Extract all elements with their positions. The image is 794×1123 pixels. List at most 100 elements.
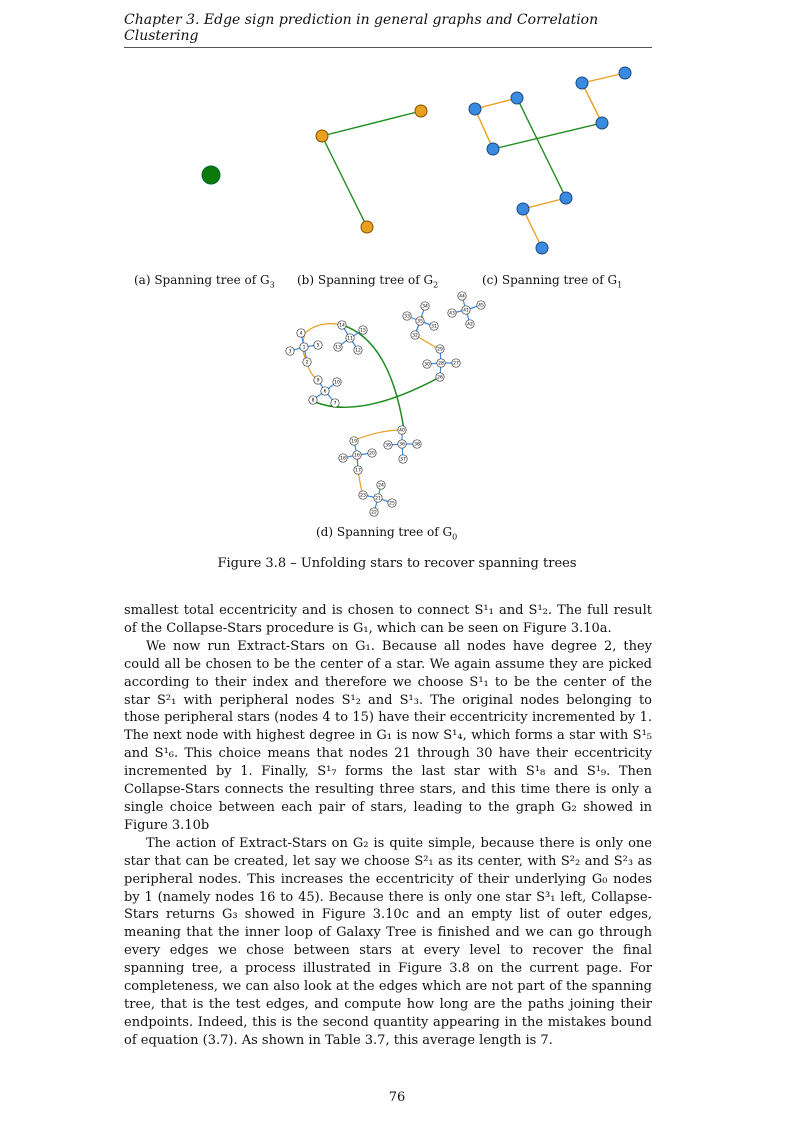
graph-node (358, 490, 368, 500)
graph-node-label: 35 (417, 319, 423, 325)
graph-node-label: 1 (303, 345, 306, 351)
graph-node (352, 450, 362, 460)
graph-node-label: 24 (378, 483, 384, 489)
running-header: Chapter 3. Edge sign prediction in gener… (124, 12, 652, 48)
graph-node (358, 325, 368, 335)
graph-node (376, 480, 386, 490)
graph-node (410, 330, 420, 340)
graph-node (302, 357, 312, 367)
caption-d: (d) Spanning tree of G0 (316, 525, 458, 542)
graph-node (398, 454, 408, 464)
graph-node-label: 30 (424, 362, 430, 368)
graph-node (367, 448, 377, 458)
graph-node (420, 301, 430, 311)
graph-node (465, 319, 475, 329)
subfigure-c (468, 66, 632, 255)
caption-c: (c) Spanning tree of G1 (482, 273, 623, 290)
graph-node-label: 15 (360, 328, 366, 334)
graph-node (313, 375, 323, 385)
paragraph-1: smallest total eccentricity and is chose… (124, 603, 652, 636)
graph-node-label: 2 (306, 360, 309, 366)
graph-node (369, 507, 379, 517)
graph-node-label: 26 (437, 375, 443, 381)
graph-node (299, 342, 309, 352)
graph-node-label: 33 (404, 314, 410, 320)
graph-node (320, 386, 330, 396)
graph-node-label: 23 (360, 493, 366, 499)
graph-node-label: 36 (399, 442, 405, 448)
graph-node-label: 43 (449, 311, 455, 317)
graph-node-label: 9 (317, 378, 320, 384)
graph-node-label: 38 (414, 442, 420, 448)
graph-node-label: 17 (355, 468, 361, 474)
graph-node (332, 377, 342, 387)
graph-node (457, 291, 467, 301)
graph-node-label: 41 (463, 308, 469, 314)
graph-node (349, 436, 359, 446)
figure-caption: Figure 3.8 – Unfolding stars to recover … (217, 556, 577, 571)
graph-node-label: 14 (339, 323, 345, 329)
graph-node (338, 453, 348, 463)
graph-node-label: 29 (437, 347, 443, 353)
body-text: smallest total eccentricity and is chose… (124, 602, 652, 1050)
graph-node-label: 42 (467, 322, 473, 328)
graph-node-label: 3 (289, 349, 292, 355)
graph-node-label: 18 (340, 456, 346, 462)
graph-node (353, 345, 363, 355)
graph-node (383, 440, 393, 450)
graph-node-label: 7 (334, 401, 337, 407)
graph-node (397, 425, 407, 435)
graph-node (296, 328, 306, 338)
paragraph-2: We now run Extract-Stars on G₁. Because … (124, 638, 652, 833)
graph-node-label: 4 (300, 331, 303, 337)
graph-node (422, 359, 432, 369)
graph-node-label: 40 (399, 428, 405, 434)
caption-a: (a) Spanning tree of G3 (134, 273, 275, 290)
caption-b: (b) Spanning tree of G2 (297, 273, 439, 290)
graph-node-label: 20 (369, 451, 375, 457)
graph-node (308, 395, 318, 405)
graph-node (476, 300, 486, 310)
subfigure-d (289, 295, 482, 513)
graph-node (402, 311, 412, 321)
graph-node-label: 21 (375, 496, 381, 502)
graph-node-label: 34 (422, 304, 428, 310)
graph-node (285, 346, 295, 356)
graph-node-label: 45 (478, 303, 484, 309)
graph-node-label: 12 (355, 348, 361, 354)
graph-node (345, 333, 355, 343)
graph-node (373, 493, 383, 503)
graph-node-label: 39 (385, 443, 391, 449)
graph-node-label: 37 (400, 457, 406, 463)
graph-node-label: 16 (354, 453, 360, 459)
graph-node (313, 340, 323, 350)
graph-node-label: 44 (459, 294, 465, 300)
graph-node (353, 465, 363, 475)
graph-node (451, 358, 461, 368)
graph-node (436, 358, 446, 368)
graph-node (412, 439, 422, 449)
graph-node (435, 372, 445, 382)
graph-node-label: 5 (317, 343, 320, 349)
paragraph-3: The action of Extract-Stars on G₂ is qui… (124, 835, 652, 1048)
graph-node-label: 10 (334, 380, 340, 386)
graph-node-label: 25 (389, 501, 395, 507)
graph-node (461, 305, 471, 315)
graph-node (447, 308, 457, 318)
graph-node-label: 27 (453, 361, 459, 367)
graph-node-label: 31 (431, 324, 437, 330)
graph-node (397, 439, 407, 449)
graph-node (435, 344, 445, 354)
graph-node (333, 342, 343, 352)
graph-node-label: 8 (312, 398, 315, 404)
graph-node (429, 321, 439, 331)
graph-node-label: 32 (412, 333, 418, 339)
graph-node (330, 398, 340, 408)
node-s2-1 (315, 129, 329, 143)
graph-node (415, 316, 425, 326)
graph-node-label: 19 (351, 439, 357, 445)
subfigure-b (315, 104, 428, 234)
node-s2-2 (414, 104, 428, 118)
